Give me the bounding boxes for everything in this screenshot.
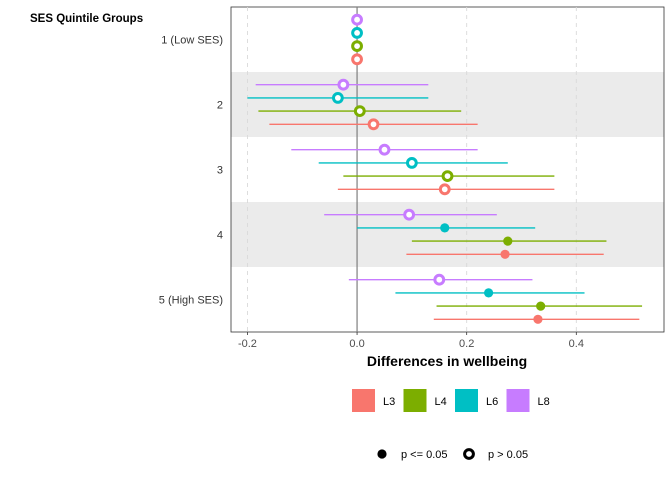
shape-legend: p <= 0.05 p > 0.05 bbox=[377, 448, 528, 461]
point-l4 bbox=[441, 170, 454, 183]
group-bands bbox=[231, 72, 664, 267]
y-axis-title: SES Quintile Groups bbox=[30, 13, 143, 25]
x-tick-label: -0.2 bbox=[238, 338, 257, 350]
legend-label-l6: L6 bbox=[486, 396, 498, 408]
group-band bbox=[231, 72, 664, 137]
y-tick-label: 2 bbox=[217, 100, 223, 112]
legend-swatch-l3 bbox=[352, 389, 375, 412]
point-l6 bbox=[331, 92, 344, 104]
legend-shape-label: p > 0.05 bbox=[488, 449, 528, 461]
point-l6 bbox=[484, 288, 494, 298]
color-legend: L3 L4 L6 L8 bbox=[352, 389, 550, 412]
point-l3 bbox=[533, 314, 543, 324]
x-tick-label: 0.4 bbox=[569, 338, 584, 350]
legend-swatch-l8 bbox=[506, 389, 530, 412]
point-l4 bbox=[536, 301, 546, 311]
plot-panel-border bbox=[230, 6, 665, 333]
legend-hollow-marker bbox=[463, 448, 475, 460]
point-l3 bbox=[351, 53, 363, 66]
legend-swatch-l6 bbox=[455, 389, 478, 412]
point-l6 bbox=[405, 157, 418, 169]
legend-label-l8: L8 bbox=[538, 396, 550, 408]
legend-label-l4: L4 bbox=[435, 396, 447, 408]
legend-swatch-l4 bbox=[403, 389, 427, 412]
point-l6 bbox=[440, 223, 450, 233]
legend-label-l3: L3 bbox=[383, 396, 395, 408]
y-tick-label: 5 (High SES) bbox=[159, 295, 223, 307]
point-l8 bbox=[337, 78, 350, 91]
point-l8 bbox=[351, 13, 363, 26]
point-l6 bbox=[351, 27, 363, 39]
y-tick-labels: 1 (Low SES) 2 3 4 5 (High SES) bbox=[159, 35, 223, 307]
point-l4 bbox=[503, 236, 513, 246]
y-tick-label: 1 (Low SES) bbox=[161, 35, 223, 47]
x-tick-label: 0.0 bbox=[349, 338, 364, 350]
x-axis-title: Differences in wellbeing bbox=[367, 353, 527, 369]
vertical-gridlines bbox=[246, 7, 577, 332]
point-l8 bbox=[378, 143, 391, 156]
series-marks bbox=[247, 13, 643, 324]
point-l4 bbox=[353, 105, 366, 117]
point-l3 bbox=[438, 183, 451, 196]
point-l3 bbox=[500, 249, 510, 259]
y-tick-label: 3 bbox=[217, 165, 223, 177]
point-l4 bbox=[351, 40, 363, 52]
point-l8 bbox=[433, 273, 446, 286]
x-tick-label: 0.2 bbox=[459, 338, 474, 350]
x-axis: -0.2 0.0 0.2 0.4 bbox=[238, 332, 584, 350]
legend-shape-label: p <= 0.05 bbox=[401, 449, 448, 461]
y-tick-label: 4 bbox=[217, 230, 223, 242]
legend-filled-marker bbox=[377, 449, 387, 459]
group-band bbox=[231, 202, 664, 267]
point-l8 bbox=[403, 208, 416, 221]
point-l3 bbox=[367, 118, 380, 131]
